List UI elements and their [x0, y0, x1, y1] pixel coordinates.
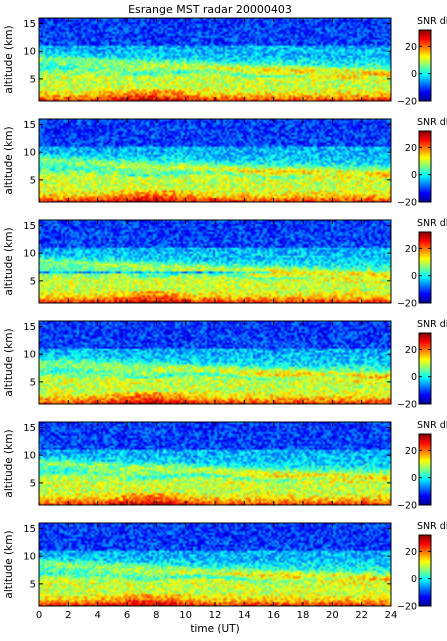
- radar-panel-5: 5 10 15 altitude (km) SNR dB 20 0 −20: [3, 420, 447, 512]
- y-tick-label: 10: [23, 47, 36, 58]
- colorbar-label: SNR dB: [417, 521, 447, 532]
- y-tick-label: 10: [23, 552, 36, 563]
- x-tick-label: 12: [209, 610, 222, 621]
- y-tick-label: 5: [30, 74, 36, 85]
- colorbar-6: SNR dB 20 0 −20: [397, 521, 447, 613]
- colorbar-gradient: [418, 231, 432, 304]
- y-tick-label: 5: [30, 377, 36, 388]
- colorbar-4: SNR dB 20 0 −20: [397, 319, 447, 411]
- x-tick-label: 16: [267, 610, 280, 621]
- x-tick-label: 4: [94, 610, 100, 621]
- colorbar-tick-label: 20: [405, 244, 417, 255]
- x-tick-label: 0: [36, 610, 42, 621]
- colorbar-tick-label: −20: [397, 400, 417, 411]
- y-axis-label: altitude (km): [3, 25, 15, 93]
- x-tick-label: 24: [385, 610, 398, 621]
- colorbar-gradient: [418, 534, 432, 607]
- x-axis-label: time (UT): [190, 623, 239, 635]
- panels: 5 10 15 altitude (km) SNR dB 20 0 −20 5 10 15 altit…: [3, 16, 447, 613]
- x-tick-label: 22: [355, 610, 368, 621]
- colorbar-tick-label: 0: [411, 69, 417, 80]
- radar-panel-1: 5 10 15 altitude (km) SNR dB 20 0 −20: [3, 16, 447, 108]
- y-tick-label: 15: [23, 120, 36, 131]
- colorbar-tick-label: 0: [411, 372, 417, 383]
- colorbar-tick-label: −20: [397, 97, 417, 108]
- colorbar-gradient: [418, 29, 432, 102]
- radar-panel-2: 5 10 15 altitude (km) SNR dB 20 0 −20: [3, 117, 447, 209]
- colorbar-label: SNR dB: [417, 117, 447, 128]
- y-tick-label: 10: [23, 148, 36, 159]
- y-tick-label: 10: [23, 350, 36, 361]
- colorbar-tick-label: −20: [397, 501, 417, 512]
- colorbar-tick-label: −20: [397, 198, 417, 209]
- snr-heatmap-cells: [39, 422, 391, 505]
- y-tick-label: 5: [30, 478, 36, 489]
- colorbar-gradient: [418, 332, 432, 405]
- x-tick-label: 6: [124, 610, 130, 621]
- y-tick-label: 15: [23, 322, 36, 333]
- colorbar-gradient: [418, 433, 432, 506]
- figure-title: Esrange MST radar 20000403: [128, 3, 292, 16]
- snr-heatmap-cells: [39, 321, 391, 404]
- colorbar-tick-label: 20: [405, 446, 417, 457]
- colorbar-tick-label: 20: [405, 345, 417, 356]
- y-tick-label: 5: [30, 579, 36, 590]
- x-tick-label: 18: [297, 610, 310, 621]
- y-axis-label: altitude (km): [3, 328, 15, 396]
- y-axis-label: altitude (km): [3, 530, 15, 598]
- x-tick-label: 10: [179, 610, 192, 621]
- x-tick-label: 8: [153, 610, 159, 621]
- y-tick-label: 15: [23, 221, 36, 232]
- snr-heatmap-cells: [39, 523, 391, 606]
- y-axis-label: altitude (km): [3, 429, 15, 497]
- colorbar-2: SNR dB 20 0 −20: [397, 117, 447, 209]
- radar-panel-4: 5 10 15 altitude (km) SNR dB 20 0 −20: [3, 319, 447, 411]
- snr-heatmap-cells: [39, 18, 391, 101]
- snr-heatmap-cells: [39, 220, 391, 303]
- colorbar-tick-label: 0: [411, 473, 417, 484]
- radar-panel-6: 5 10 15 altitude (km) SNR dB 20 0 −20: [3, 521, 447, 613]
- y-tick-label: 15: [23, 19, 36, 30]
- colorbar-tick-label: −20: [397, 299, 417, 310]
- x-tick-label: 20: [326, 610, 339, 621]
- x-tick-label: 2: [65, 610, 71, 621]
- colorbar-tick-label: 20: [405, 42, 417, 53]
- colorbar-label: SNR dB: [417, 420, 447, 431]
- y-tick-label: 15: [23, 423, 36, 434]
- y-tick-label: 15: [23, 524, 36, 535]
- colorbar-tick-label: 0: [411, 170, 417, 181]
- colorbar-tick-label: 20: [405, 143, 417, 154]
- colorbar-1: SNR dB 20 0 −20: [397, 16, 447, 108]
- y-axis-label: altitude (km): [3, 126, 15, 194]
- y-tick-label: 10: [23, 451, 36, 462]
- y-tick-label: 10: [23, 249, 36, 260]
- colorbar-tick-label: 20: [405, 547, 417, 558]
- colorbar-tick-label: −20: [397, 602, 417, 613]
- colorbar-5: SNR dB 20 0 −20: [397, 420, 447, 512]
- x-tick-label: 14: [238, 610, 251, 621]
- colorbar-tick-label: 0: [411, 574, 417, 585]
- colorbar-label: SNR dB: [417, 16, 447, 27]
- y-tick-label: 5: [30, 276, 36, 287]
- snr-heatmap-cells: [39, 119, 391, 202]
- y-axis-label: altitude (km): [3, 227, 15, 295]
- y-tick-label: 5: [30, 175, 36, 186]
- colorbar-gradient: [418, 130, 432, 203]
- colorbar-label: SNR dB: [417, 218, 447, 229]
- colorbar-tick-label: 0: [411, 271, 417, 282]
- colorbar-label: SNR dB: [417, 319, 447, 330]
- radar-panel-3: 5 10 15 altitude (km) SNR dB 20 0 −20: [3, 218, 447, 310]
- colorbar-3: SNR dB 20 0 −20: [397, 218, 447, 310]
